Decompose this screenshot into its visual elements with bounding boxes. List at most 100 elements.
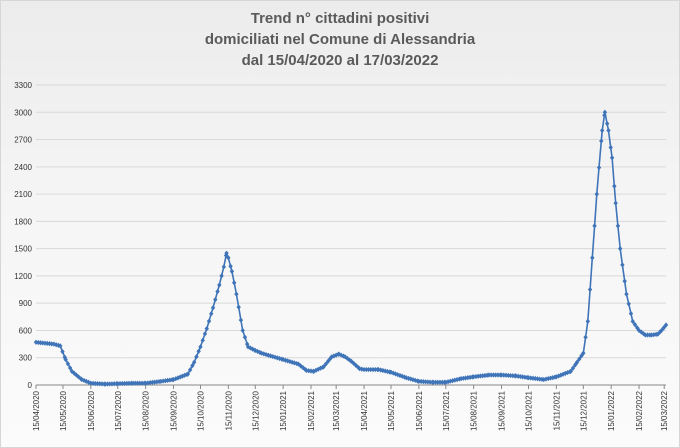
x-tick-label: 15/03/2021	[332, 390, 341, 431]
data-point-marker	[158, 378, 164, 384]
data-point-marker	[194, 354, 199, 360]
data-point-marker	[139, 380, 145, 386]
y-tick-label: 2100	[14, 190, 32, 199]
chart-title: Trend n° cittadini positivi domiciliati …	[0, 8, 680, 71]
data-point-marker	[632, 322, 638, 328]
data-point-marker	[554, 374, 559, 380]
data-point-marker	[321, 364, 326, 370]
data-point-marker	[56, 342, 61, 348]
data-point-marker	[147, 380, 153, 386]
data-point-marker	[234, 291, 239, 297]
data-point-marker	[257, 349, 262, 356]
data-point-marker	[550, 374, 555, 381]
x-tick-label: 15/08/2021	[470, 390, 479, 431]
data-point-marker	[599, 127, 605, 134]
data-point-marker	[368, 366, 373, 373]
data-point-marker	[573, 362, 578, 368]
data-point-marker	[594, 191, 599, 197]
data-point-marker	[93, 380, 98, 387]
data-point-marker	[388, 369, 394, 375]
data-point-marker	[54, 342, 59, 348]
data-point-marker	[541, 376, 546, 383]
data-point-marker	[202, 331, 208, 337]
data-point-marker	[404, 375, 409, 381]
chart-title-line-2: domiciliati nel Comune di Alessandria	[204, 31, 476, 48]
data-point-marker	[38, 340, 43, 346]
data-point-marker	[570, 365, 576, 371]
data-point-marker	[79, 376, 85, 383]
data-point-marker	[645, 332, 650, 338]
y-tick-label: 1500	[14, 245, 32, 254]
data-point-marker	[486, 372, 492, 378]
data-point-marker	[67, 365, 73, 371]
data-point-marker	[630, 318, 635, 324]
data-point-marker	[528, 375, 533, 381]
y-axis-ticks: 0 300 600 900 1200 1500 1800 2100 2400 2700 3000 33…	[14, 81, 32, 390]
data-point-marker	[568, 368, 573, 374]
data-point-marker	[585, 318, 591, 324]
data-point-marker	[62, 354, 67, 360]
x-tick-label: 15/09/2021	[498, 390, 507, 431]
data-point-marker	[373, 366, 378, 373]
data-point-marker	[296, 361, 301, 367]
data-point-marker	[577, 356, 582, 362]
data-point-marker	[518, 373, 523, 380]
data-point-marker	[427, 379, 433, 385]
data-point-marker	[187, 367, 193, 373]
data-point-marker	[198, 344, 203, 350]
data-point-marker	[238, 317, 244, 323]
data-point-marker	[620, 262, 625, 268]
data-point-marker	[217, 282, 222, 288]
data-point-marker	[556, 373, 561, 379]
data-point-marker	[90, 380, 96, 386]
data-point-marker	[408, 376, 413, 382]
data-point-marker	[99, 381, 105, 387]
data-point-marker	[657, 329, 663, 335]
data-point-marker	[231, 280, 237, 286]
data-point-marker	[277, 355, 282, 362]
x-tick-label: 15/05/2021	[387, 390, 396, 431]
data-point-marker	[491, 372, 496, 378]
data-point-marker	[380, 367, 386, 374]
data-point-marker	[661, 325, 666, 331]
data-point-marker	[366, 366, 371, 373]
data-point-marker	[95, 381, 100, 387]
data-point-marker	[560, 371, 566, 377]
data-point-marker	[391, 370, 396, 376]
x-tick-label: 15/10/2020	[196, 390, 205, 431]
data-point-marker	[45, 340, 50, 347]
data-point-marker	[122, 380, 127, 387]
data-point-marker	[590, 255, 595, 261]
data-point-marker	[182, 372, 187, 378]
data-point-marker	[263, 351, 269, 358]
data-point-marker	[433, 379, 438, 385]
data-point-marker	[137, 380, 143, 386]
data-point-marker	[196, 348, 201, 354]
y-tick-label: 300	[19, 354, 33, 363]
data-point-marker	[154, 379, 160, 385]
x-tick-label: 15/06/2021	[415, 390, 424, 431]
y-tick-label: 3000	[14, 108, 32, 117]
x-tick-label: 15/07/2020	[114, 390, 123, 431]
data-point-marker	[364, 366, 369, 373]
data-point-marker	[522, 374, 528, 380]
data-point-marker	[548, 375, 553, 381]
data-point-marker	[47, 341, 52, 347]
data-point-marker	[200, 337, 205, 343]
data-point-marker	[482, 372, 488, 379]
data-point-marker	[579, 353, 584, 359]
data-point-marker	[242, 334, 248, 340]
data-point-marker	[345, 355, 350, 362]
data-point-marker	[86, 379, 91, 385]
data-point-marker	[311, 368, 316, 374]
data-point-marker	[639, 329, 644, 335]
series-group	[33, 109, 669, 387]
data-point-marker	[275, 355, 280, 361]
data-point-marker	[592, 223, 597, 229]
data-point-marker	[63, 356, 68, 363]
data-point-marker	[574, 359, 580, 365]
data-point-marker	[236, 304, 241, 310]
data-point-marker	[406, 375, 411, 381]
data-point-marker	[76, 374, 81, 380]
data-point-marker	[526, 375, 531, 381]
